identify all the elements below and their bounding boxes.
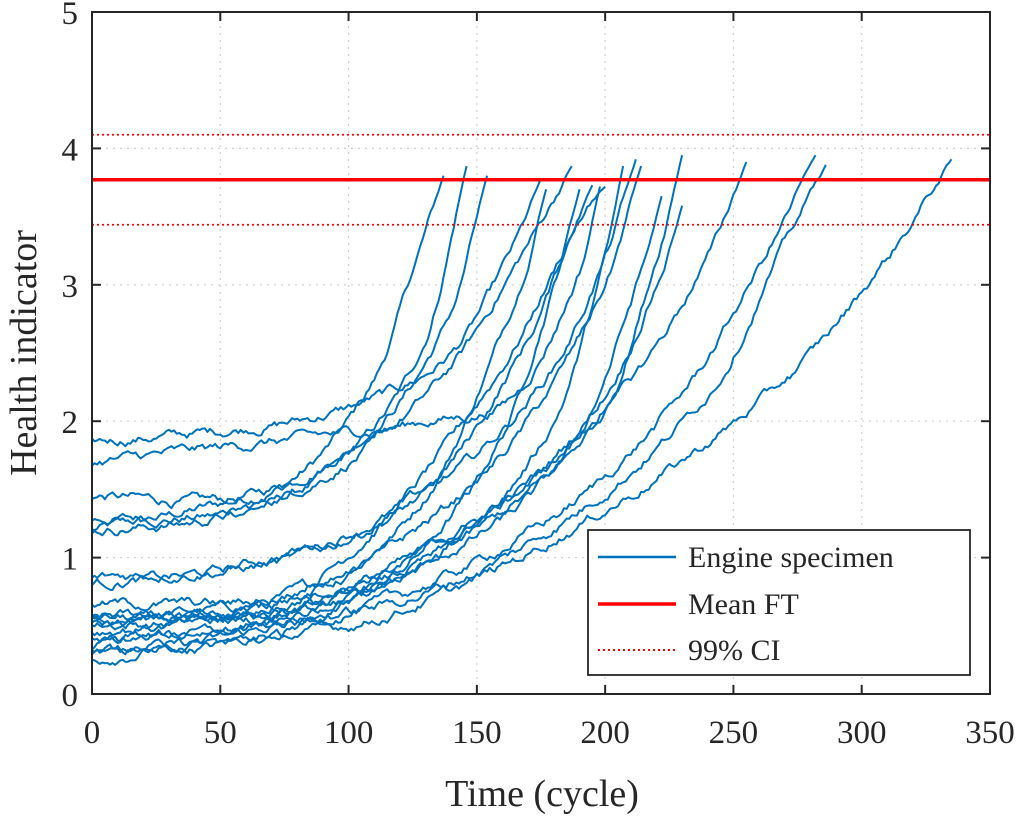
- x-tick-label: 250: [709, 715, 759, 751]
- engine-specimen-line: [91, 159, 637, 584]
- legend-label-specimen: Engine specimen: [688, 541, 894, 574]
- engine-specimen-line: [91, 161, 748, 612]
- y-tick-label: 4: [62, 132, 79, 168]
- engine-specimen-line: [91, 154, 817, 645]
- x-tick-label: 350: [965, 715, 1015, 751]
- x-tick-label: 50: [204, 715, 237, 751]
- engine-specimen-line: [91, 186, 601, 467]
- x-tick-label: 0: [84, 715, 101, 751]
- x-tick-labels: 0 50 100 150 200 250 300 350: [84, 715, 1015, 751]
- engine-specimen-lines: [91, 154, 953, 666]
- engine-specimen-line: [91, 158, 953, 656]
- engine-specimen-line: [91, 164, 827, 629]
- y-tick-labels: 0 1 2 3 4 5: [62, 0, 79, 714]
- reference-lines: [92, 133, 990, 226]
- y-axis-label: Health indicator: [3, 230, 45, 476]
- x-tick-label: 150: [452, 715, 502, 751]
- plot-frame: [91, 11, 991, 695]
- legend: Engine specimen Mean FT 99% CI: [587, 529, 971, 676]
- engine-specimen-line: [91, 165, 573, 537]
- x-tick-label: 100: [324, 715, 374, 751]
- x-tick-label: 300: [837, 715, 887, 751]
- engine-specimen-line: [91, 165, 643, 627]
- legend-label-ci: 99% CI: [688, 634, 781, 667]
- x-axis-label: Time (cycle): [445, 773, 639, 815]
- y-tick-label: 0: [62, 678, 79, 714]
- engine-specimen-line: [91, 178, 542, 448]
- engine-specimen-line: [91, 154, 684, 651]
- y-tick-label: 3: [62, 269, 79, 305]
- engine-specimen-line: [91, 185, 606, 591]
- y-tick-label: 2: [62, 405, 79, 441]
- legend-label-mean: Mean FT: [688, 588, 799, 621]
- engine-specimen-line: [91, 165, 468, 529]
- axis-ticks: [91, 11, 991, 695]
- y-tick-label: 1: [62, 542, 79, 578]
- y-tick-label: 5: [62, 0, 79, 32]
- engine-specimen-line: [91, 175, 489, 510]
- engine-specimen-line: [91, 175, 445, 532]
- x-tick-label: 200: [580, 715, 630, 751]
